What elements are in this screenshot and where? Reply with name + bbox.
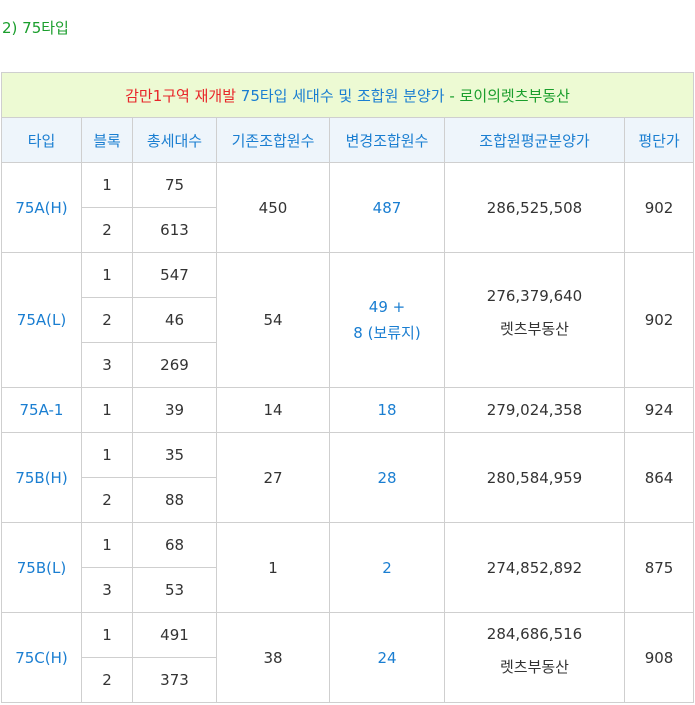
column-header: 타입 — [1, 117, 82, 163]
units-cell: 68 — [132, 522, 217, 568]
table-row: 75B(L) 1 68 1 2 274,852,892 875 — [1, 522, 695, 613]
table-row: 75A(L) 1 547 54 49 + 8 (보류지) 276,379,640 렛츠부동산 9… — [1, 252, 695, 388]
existing-members-cell: 1 — [216, 522, 330, 613]
avg-price-watermark: 렛츠부동산 — [499, 320, 569, 338]
block-cell: 1 — [81, 162, 133, 208]
existing-members-cell: 450 — [216, 162, 330, 253]
avg-price-cell: 280,584,959 — [444, 432, 625, 523]
avg-price-value: 286,525,508 — [486, 198, 583, 217]
type-cell: 75A(L) — [1, 252, 82, 388]
price-per-pyeong-cell: 864 — [623, 432, 695, 523]
existing-members-cell: 27 — [216, 432, 330, 523]
column-header: 평단가 — [623, 117, 695, 163]
changed-members-value: 28 — [377, 468, 397, 487]
column-header: 블록 — [81, 117, 133, 163]
block-cell: 1 — [81, 387, 133, 433]
table-row: 2 373 — [2, 657, 694, 703]
table-row: 75B(H) 1 35 27 28 280,584,959 864 — [1, 432, 695, 523]
changed-members-value: 24 — [377, 648, 397, 667]
avg-price-cell: 286,525,508 — [444, 162, 625, 253]
block-cell: 1 — [81, 522, 133, 568]
type-cell: 75C(H) — [1, 612, 82, 703]
table-row: 2 613 — [2, 207, 694, 253]
changed-members-value: 49 + — [368, 297, 406, 316]
avg-price-cell: 274,852,892 — [444, 522, 625, 613]
block-cell: 1 — [81, 252, 133, 298]
table-row: 2 46 — [2, 297, 694, 343]
block-cell: 2 — [81, 477, 133, 523]
units-cell: 46 — [132, 297, 217, 343]
avg-price-cell: 276,379,640 렛츠부동산 — [444, 252, 625, 388]
title-part-source: - 로이의렛츠부동산 — [449, 86, 570, 105]
avg-price-cell: 284,686,516 렛츠부동산 — [444, 612, 625, 703]
price-per-pyeong-cell: 902 — [623, 252, 695, 388]
price-per-pyeong-cell: 908 — [623, 612, 695, 703]
column-header: 변경조합원수 — [329, 117, 445, 163]
units-cell: 373 — [132, 657, 217, 703]
avg-price-watermark: 렛츠부동산 — [499, 657, 569, 676]
title-part-area: 감만1구역 재개발 — [125, 86, 237, 105]
table-row: 75C(H) 1 491 38 24 284,686,516 렛츠부동산 908 — [1, 612, 695, 703]
title-part-subject: 75타입 세대수 및 조합원 분양가 — [240, 86, 445, 105]
column-header: 총세대수 — [132, 117, 217, 163]
units-cell: 547 — [132, 252, 217, 298]
existing-members-cell: 54 — [216, 252, 330, 388]
type-cell: 75B(H) — [1, 432, 82, 523]
table-row: 75A-1 1 39 14 18 279,024,358 924 — [1, 387, 695, 433]
changed-members-value: 18 — [377, 401, 397, 419]
avg-price-value: 274,852,892 — [486, 558, 583, 577]
changed-members-cell: 28 — [329, 432, 445, 523]
type-cell: 75A-1 — [1, 387, 82, 433]
table-title: 감만1구역 재개발 75타입 세대수 및 조합원 분양가 - 로이의렛츠부동산 — [0, 72, 695, 118]
table-row: 3 269 — [2, 342, 694, 388]
price-per-pyeong-cell: 924 — [623, 387, 695, 433]
units-cell: 613 — [132, 207, 217, 253]
block-cell: 2 — [81, 297, 133, 343]
block-cell: 2 — [81, 657, 133, 703]
existing-members-cell: 14 — [216, 387, 330, 433]
units-cell: 269 — [132, 342, 217, 388]
price-per-pyeong-cell: 875 — [623, 522, 695, 613]
changed-members-cell: 2 — [329, 522, 445, 613]
changed-members-cell: 487 — [329, 162, 445, 253]
changed-members-cell: 18 — [329, 387, 445, 433]
section-heading: 2) 75타입 — [2, 19, 69, 37]
avg-price-cell: 279,024,358 — [444, 387, 625, 433]
changed-members-cell: 49 + 8 (보류지) — [329, 252, 445, 388]
header-row: 타입 블록 총세대수 기존조합원수 변경조합원수 조합원평균분양가 평단가 — [1, 117, 695, 163]
column-header: 기존조합원수 — [216, 117, 330, 163]
units-cell: 39 — [132, 387, 217, 433]
block-cell: 1 — [81, 432, 133, 478]
changed-members-cell: 24 — [329, 612, 445, 703]
units-cell: 35 — [132, 432, 217, 478]
changed-members-value: 487 — [372, 198, 402, 217]
price-per-pyeong-cell: 902 — [623, 162, 695, 253]
table-row: 2 88 — [2, 477, 694, 523]
units-cell: 491 — [132, 612, 217, 658]
existing-members-cell: 38 — [216, 612, 330, 703]
column-header: 조합원평균분양가 — [444, 117, 625, 163]
table-row: 75A(H) 1 75 450 487 286,525,508 902 — [1, 162, 695, 253]
changed-members-note: 8 (보류지) — [353, 323, 421, 342]
units-cell: 75 — [132, 162, 217, 208]
block-cell: 3 — [81, 567, 133, 613]
table-row: 3 53 — [2, 567, 694, 613]
type-cell: 75A(H) — [1, 162, 82, 253]
units-cell: 88 — [132, 477, 217, 523]
changed-members-value: 2 — [382, 558, 392, 577]
avg-price-value: 284,686,516 — [486, 624, 583, 643]
block-cell: 3 — [81, 342, 133, 388]
unit-price-table: 감만1구역 재개발 75타입 세대수 및 조합원 분양가 - 로이의렛츠부동산 … — [0, 72, 695, 703]
type-cell: 75B(L) — [1, 522, 82, 613]
block-cell: 2 — [81, 207, 133, 253]
avg-price-value: 279,024,358 — [486, 401, 583, 419]
block-cell: 1 — [81, 612, 133, 658]
units-cell: 53 — [132, 567, 217, 613]
avg-price-value: 276,379,640 — [486, 287, 583, 305]
avg-price-value: 280,584,959 — [486, 468, 583, 487]
